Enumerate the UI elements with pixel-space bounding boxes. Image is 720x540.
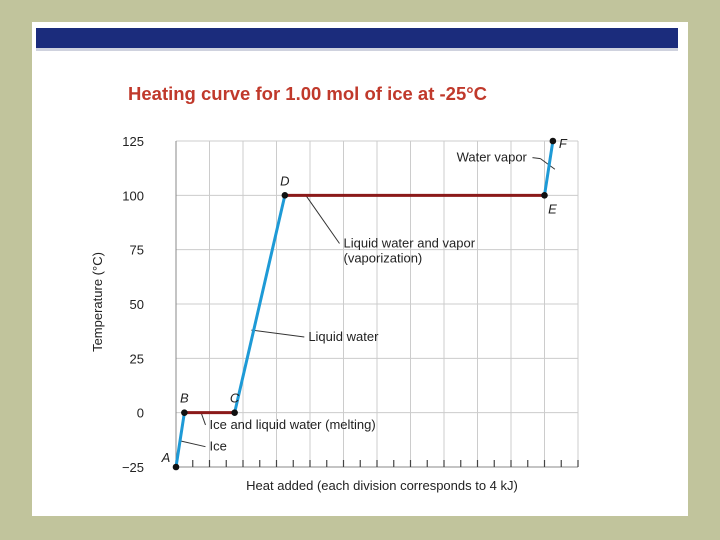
point-label-F: F: [559, 136, 568, 151]
point-label-A: A: [161, 450, 171, 465]
chart-title: Heating curve for 1.00 mol of ice at -25…: [128, 83, 487, 104]
curve-segment-CD: [233, 193, 287, 415]
axes: 125 100 75 50 25 0 −25: [122, 134, 579, 475]
annotation-leader: [251, 329, 305, 338]
annotation-leader: [200, 412, 206, 426]
annotation-text: (vaporization): [344, 250, 423, 265]
point-E: [541, 192, 548, 199]
annotations: Water vapor Liquid water and vapor(vapori…: [180, 150, 556, 454]
y-tick-label: 0: [137, 406, 144, 421]
heating-curve-series: A B C D E F: [161, 136, 568, 471]
annotation-text: Water vapor: [457, 150, 528, 165]
point-label-D: D: [280, 173, 289, 188]
y-tick-label: 50: [130, 297, 144, 312]
annotation-leader: [305, 195, 340, 244]
x-axis-label: Heat added (each division corresponds to…: [246, 478, 518, 493]
point-C: [231, 409, 238, 416]
y-tick-label: 125: [122, 134, 144, 149]
header-bar-strip: [36, 48, 678, 51]
point-F: [549, 137, 557, 145]
annotation-leader: [532, 157, 541, 160]
curve-segment-EF: [543, 139, 555, 197]
point-D: [281, 192, 289, 199]
y-tick-label: −25: [122, 460, 144, 475]
annotation-text: Ice and liquid water (melting): [210, 417, 376, 432]
header-bar: [36, 28, 678, 48]
annotation-text: Ice: [210, 439, 227, 454]
y-tick-label: 25: [130, 351, 144, 366]
annotation-leader: [180, 440, 206, 448]
curve-segment-AB: [174, 411, 186, 469]
heating-curve-chart: Heating curve for 1.00 mol of ice at -25…: [90, 83, 579, 493]
slide: Heating curve for 1.00 mol of ice at -25…: [32, 22, 688, 516]
y-tick-label: 75: [130, 243, 144, 258]
annotation-leader: [540, 158, 556, 170]
point-B: [181, 409, 188, 416]
point-A: [172, 463, 180, 471]
y-axis-label: Temperature (°C): [90, 252, 105, 352]
annotation-text: Liquid water and vapor: [344, 235, 476, 250]
point-label-C: C: [230, 391, 240, 406]
annotation-text: Liquid water: [308, 329, 379, 344]
point-label-B: B: [180, 391, 189, 406]
point-label-E: E: [548, 201, 557, 216]
y-tick-label: 100: [122, 188, 144, 203]
